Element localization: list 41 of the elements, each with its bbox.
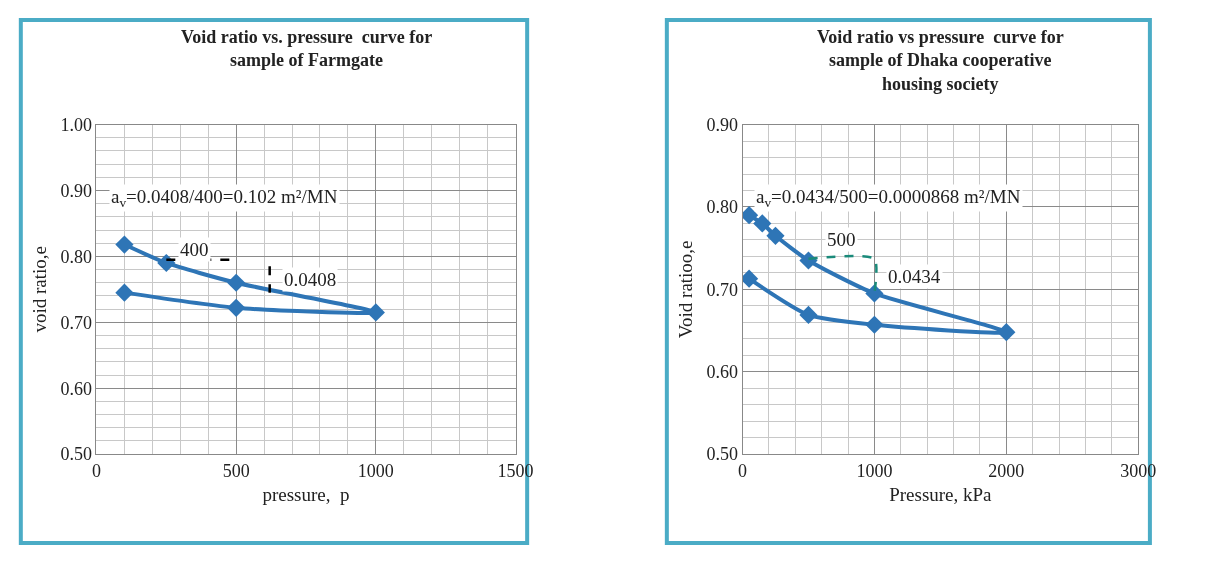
annotation: 400 [180, 239, 209, 260]
point [115, 283, 134, 302]
point [227, 298, 246, 317]
point [799, 305, 818, 324]
x-axis-title: pressure, p [262, 484, 350, 506]
y-axis-title: Void ratioo,e [675, 240, 697, 339]
annotation: a$_{v}$=0.0434/500=0.0000868 m²/MN [756, 186, 1021, 210]
point [753, 214, 772, 233]
point [115, 235, 134, 254]
y-tick-label: 0.50 [706, 444, 738, 465]
point [742, 269, 759, 288]
x-tick-label: 1000 [357, 460, 394, 481]
annotation: a$_{v}$=0.0408/400=0.102 m²/MN [111, 186, 338, 210]
point [227, 273, 246, 292]
point [742, 206, 759, 225]
y-tick-label: 0.90 [706, 114, 738, 135]
y-tick-label: 0.80 [706, 197, 738, 218]
chart-title: Void ratio vs. pressure curve for sample of Farmgate [181, 27, 433, 71]
y-tick-label: 0.60 [706, 362, 738, 383]
point [766, 226, 785, 245]
x-tick-label: 0 [91, 460, 101, 481]
point [865, 284, 884, 303]
y-tick-label: 0.70 [706, 279, 738, 300]
point [997, 323, 1016, 342]
annotation: 0.0408 [284, 269, 337, 290]
y-tick-label: 0.60 [60, 378, 92, 399]
x-tick-label: 0 [738, 460, 747, 481]
y-tick-label: 0.90 [60, 180, 92, 201]
x-axis-title: Pressure, kPa [889, 484, 993, 506]
chart-title: Void ratio vs pressure curve for sample of Dhaka cooperative housing society [817, 27, 1064, 94]
y-tick-label: 0.80 [60, 246, 92, 267]
y-tick-label: 0.70 [60, 312, 92, 333]
x-tick-label: 2000 [988, 460, 1025, 481]
annotation: 500 [827, 229, 856, 250]
point [865, 315, 884, 334]
annotation: 0.0434 [888, 266, 941, 287]
y-tick-label: 1.00 [60, 114, 92, 135]
y-axis-title: void ratio,e [29, 246, 51, 333]
y-tick-label: 0.50 [60, 444, 92, 465]
x-tick-label: 1000 [856, 460, 893, 481]
x-tick-label: 500 [222, 460, 250, 481]
